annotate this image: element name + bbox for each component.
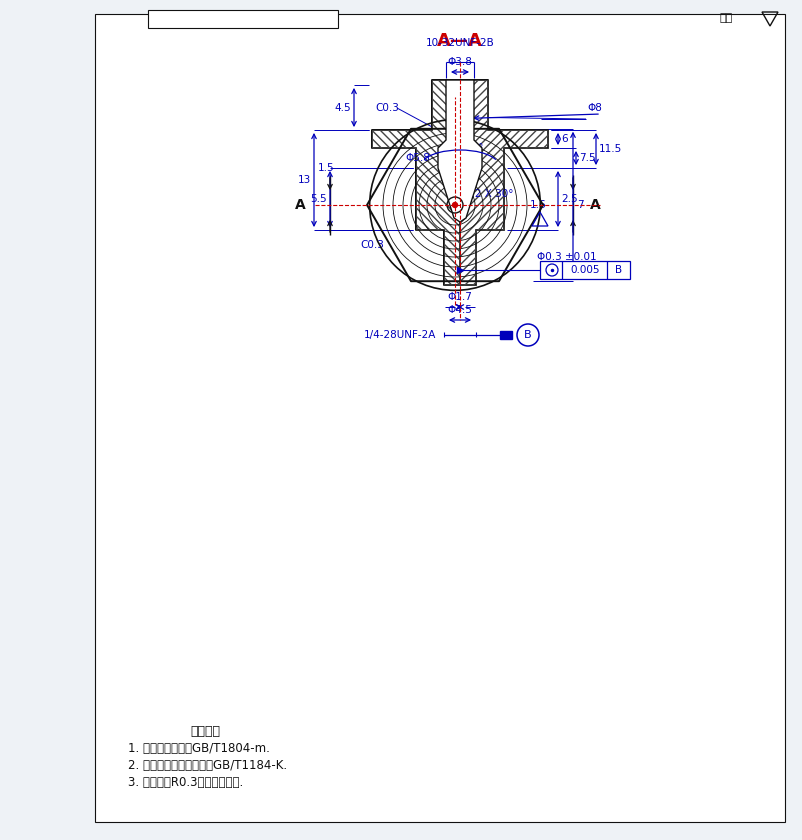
Text: 3. 未注圆角R0.3，周边无毛刺.: 3. 未注圆角R0.3，周边无毛刺.	[128, 776, 243, 790]
Text: 13: 13	[298, 175, 310, 185]
Text: Φ5.8: Φ5.8	[405, 153, 429, 163]
Text: Φ8: Φ8	[586, 103, 602, 113]
Text: 具素: 具素	[719, 13, 732, 23]
Bar	[539, 261, 630, 279]
Text: 11.5: 11.5	[598, 144, 622, 154]
Text: 10-32UNF-2B: 10-32UNF-2B	[425, 38, 494, 48]
Polygon shape	[460, 80, 547, 285]
Text: 5.5: 5.5	[310, 194, 326, 204]
Text: Φ3.8: Φ3.8	[447, 57, 472, 67]
Text: 1. 未注尺寸公差按GB/T1804-m.: 1. 未注尺寸公差按GB/T1804-m.	[128, 743, 269, 755]
Text: 0.2 X 30°: 0.2 X 30°	[464, 189, 512, 199]
Text: Φ4.5: Φ4.5	[447, 305, 472, 315]
Text: A: A	[294, 198, 305, 212]
Text: 40°: 40°	[464, 143, 483, 153]
Circle shape	[452, 202, 457, 207]
Text: 1/4-28UNF-2A: 1/4-28UNF-2A	[363, 330, 435, 340]
Polygon shape	[437, 80, 481, 222]
Bar	[95, 14, 784, 822]
Text: B: B	[614, 265, 622, 275]
Text: B: B	[524, 330, 531, 340]
Text: C0.3: C0.3	[359, 240, 383, 250]
Text: A—A: A—A	[436, 32, 482, 50]
Text: 2.5: 2.5	[561, 194, 577, 204]
Text: 1.5: 1.5	[317, 163, 334, 173]
Text: C0.3: C0.3	[375, 103, 399, 113]
Bar	[500, 331, 512, 339]
Text: 7.5: 7.5	[578, 153, 595, 163]
Text: Φ1.7: Φ1.7	[447, 292, 472, 302]
Text: 2. 未注形状和位置公差按GB/T1184-K.: 2. 未注形状和位置公差按GB/T1184-K.	[128, 759, 287, 773]
Text: A: A	[589, 198, 600, 212]
Text: 1.6: 1.6	[529, 200, 546, 210]
Bar	[148, 10, 338, 28]
Text: 0.005: 0.005	[569, 265, 599, 275]
Text: 技术要求: 技术要求	[190, 726, 220, 738]
Text: 6: 6	[561, 134, 567, 144]
Text: 7: 7	[577, 200, 583, 210]
Text: 4.5: 4.5	[334, 103, 350, 113]
Text: Φ0.3 ±0.01: Φ0.3 ±0.01	[537, 252, 596, 262]
Polygon shape	[371, 80, 460, 285]
